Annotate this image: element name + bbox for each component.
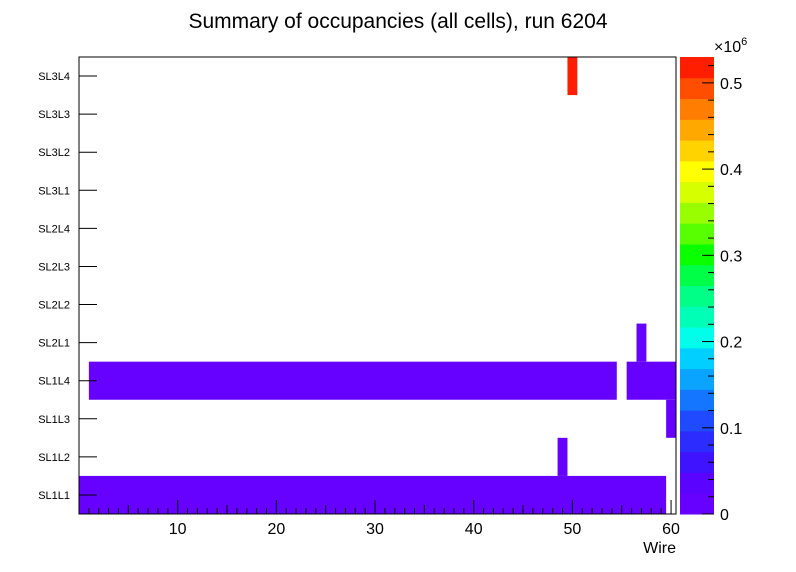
color-scale-bin bbox=[680, 243, 714, 266]
color-scale-bin bbox=[680, 451, 714, 473]
color-scale-bin bbox=[680, 181, 714, 203]
z-tick-label: 0.2 bbox=[720, 335, 742, 352]
y-tick-label: SL3L1 bbox=[38, 185, 70, 197]
color-scale-bin bbox=[680, 493, 714, 515]
z-tick-label: 0 bbox=[720, 507, 729, 524]
color-scale-bin bbox=[680, 202, 714, 224]
heatmap-cell bbox=[557, 437, 568, 476]
color-scale-bin bbox=[680, 347, 714, 370]
y-tick-label: SL2L2 bbox=[38, 300, 70, 312]
color-scale-bin bbox=[680, 389, 714, 411]
y-tick-label: SL3L4 bbox=[38, 71, 70, 83]
color-scale-bin bbox=[680, 368, 714, 390]
z-tick-label: 0.5 bbox=[720, 76, 742, 93]
y-tick-label: SL1L3 bbox=[38, 414, 70, 426]
color-scale-bin bbox=[680, 285, 714, 307]
heatmap-cell bbox=[666, 399, 676, 438]
z-tick-label: 0.3 bbox=[720, 248, 742, 265]
z-tick-label: 0.1 bbox=[720, 421, 742, 438]
y-tick-label: SL3L2 bbox=[38, 147, 70, 159]
y-tick-label: SL2L1 bbox=[38, 338, 70, 350]
x-tick-label: 50 bbox=[563, 521, 581, 538]
x-tick-label: 10 bbox=[169, 521, 187, 538]
chart-title: Summary of occupancies (all cells), run … bbox=[188, 10, 607, 33]
z-tick-label: 0.4 bbox=[720, 162, 742, 179]
heatmap-cell bbox=[79, 475, 667, 514]
x-tick-label: 40 bbox=[465, 521, 483, 538]
x-tick-label: 60 bbox=[662, 521, 680, 538]
heatmap-cells bbox=[79, 57, 676, 514]
color-scale-bin bbox=[680, 98, 714, 120]
color-scale-bin bbox=[680, 472, 714, 494]
heatmap-cell bbox=[636, 323, 647, 362]
color-scale-bin bbox=[680, 140, 714, 162]
y-tick-label: SL1L1 bbox=[38, 490, 70, 502]
color-scale: 0 0.1 0.2 0.3 0.4 0.5 bbox=[680, 57, 742, 524]
y-axis: SL1L1 SL1L2 SL1L3 SL1L4 SL2L1 SL2L2 SL2L3 SL2L4… bbox=[38, 71, 97, 502]
color-scale-multiplier: ×106 bbox=[714, 36, 747, 56]
color-scale-bin bbox=[680, 57, 714, 79]
y-tick-label: SL3L3 bbox=[38, 109, 70, 121]
x-axis: 10 20 30 40 50 60 bbox=[88, 500, 680, 538]
y-tick-label: SL2L3 bbox=[38, 261, 70, 273]
heatmap-cell bbox=[88, 361, 617, 400]
x-tick-label: 20 bbox=[267, 521, 285, 538]
color-scale-bin bbox=[680, 77, 714, 100]
color-scale-bin bbox=[680, 430, 714, 453]
heatmap-cell bbox=[567, 57, 578, 96]
color-scale-bin bbox=[680, 160, 714, 183]
color-scale-bin bbox=[680, 327, 714, 349]
color-scale-bin bbox=[680, 223, 714, 245]
heatmap-cell bbox=[626, 361, 676, 400]
y-tick-label: SL1L2 bbox=[38, 452, 70, 464]
plot-frame bbox=[78, 56, 677, 515]
color-scale-bin bbox=[680, 264, 714, 286]
color-scale-bin bbox=[680, 306, 714, 328]
x-axis-label: Wire bbox=[643, 540, 676, 557]
y-tick-label: SL2L4 bbox=[38, 223, 70, 235]
x-tick-label: 30 bbox=[366, 521, 384, 538]
y-tick-label: SL1L4 bbox=[38, 376, 70, 388]
color-scale-bin bbox=[680, 119, 714, 141]
color-scale-bin bbox=[680, 410, 714, 432]
